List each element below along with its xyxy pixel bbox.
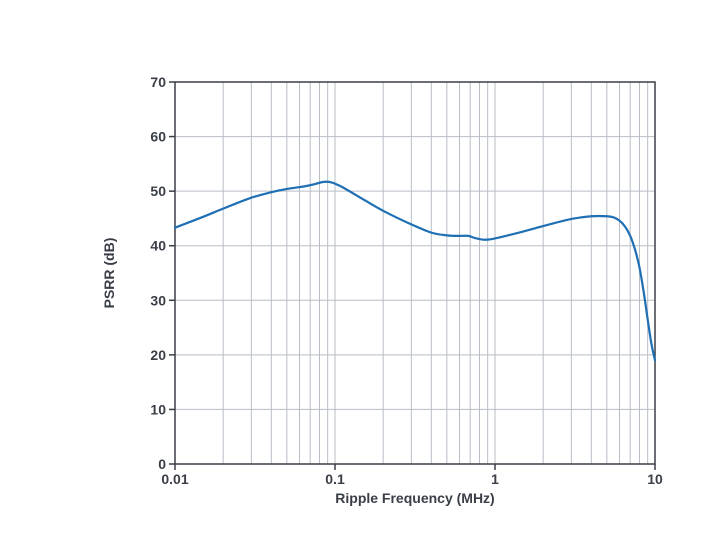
psrr-series-line [173,180,657,362]
grid-lines [175,82,655,464]
x-tick-label: 10 [647,471,663,487]
plot-frame [174,81,656,465]
y-tick-label: 70 [150,74,166,90]
y-tick-label: 0 [158,456,166,472]
y-tick-label: 40 [150,238,166,254]
x-axis-title: Ripple Frequency (MHz) [335,490,494,506]
x-tick-label: 1 [491,471,499,487]
y-axis-title: PSRR (dB) [101,238,117,309]
y-tick-label: 10 [150,401,166,417]
y-tick-label: 50 [150,183,166,199]
y-tick-label: 20 [150,347,166,363]
x-tick-label: 0.1 [325,471,345,487]
axis-ticks [169,81,656,470]
y-tick-label: 60 [150,129,166,145]
tick-labels: 0 10 20 30 40 50 60 70 0.01 0.1 1 10 [150,74,663,487]
x-tick-label: 0.01 [161,471,188,487]
y-tick-label: 30 [150,292,166,308]
